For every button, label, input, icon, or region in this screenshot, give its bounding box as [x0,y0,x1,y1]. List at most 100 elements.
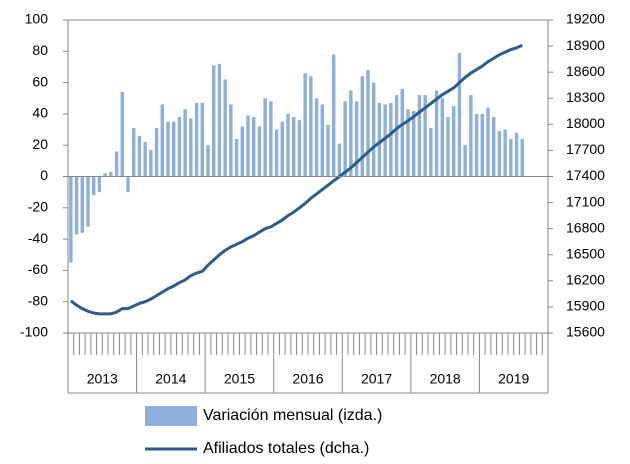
y2-tick-label: 18600 [566,63,605,79]
y-tick-label: -20 [28,199,48,215]
bar [86,176,90,227]
bar [303,73,307,177]
bar [92,176,96,196]
bar [114,151,119,177]
bar [154,127,159,177]
bar [194,102,199,177]
y2-tick-label: 15900 [566,298,605,314]
bar [503,129,507,177]
bar [183,109,187,177]
bar [320,104,324,177]
bar [74,176,79,235]
y2-tick-label: 18300 [566,89,605,105]
bar [286,113,290,177]
bar [406,109,410,177]
bar [332,54,336,177]
bar [263,98,267,177]
bar [126,176,130,193]
bar [343,101,347,177]
bar [514,132,519,177]
bar [366,70,370,177]
y-tick-label: -60 [28,261,48,277]
x-group-label: 2015 [224,371,255,387]
plot-frame [67,19,549,394]
bar [252,117,256,177]
bar [469,95,473,177]
bar [246,115,250,177]
legend-label: Variación mensual (izda.) [203,407,382,424]
bar [417,95,422,177]
bar [326,124,330,177]
legend-label: Afiliados totales (dcha.) [203,440,369,457]
bar [297,120,302,177]
bar [177,117,182,177]
bar [446,117,450,177]
bar [486,107,490,177]
bar [274,129,279,177]
bar [377,102,382,177]
bar [309,76,313,177]
bar [229,104,233,177]
bar [257,126,262,177]
bar [166,121,170,177]
bar [137,135,142,177]
y2-tick-label: 16200 [566,272,605,288]
bar [269,101,273,177]
bar [217,63,222,177]
y2-tick-label: 19200 [566,11,605,27]
y-tick-label: -80 [28,292,48,308]
bar [97,176,102,193]
y-tick-label: 0 [40,167,48,183]
bar [103,173,107,177]
y2-tick-label: 17700 [566,141,605,157]
bar [143,142,147,177]
bar [423,95,427,177]
bar [360,76,364,177]
y2-tick-label: 16800 [566,219,605,235]
bar [474,113,479,177]
y-tick-label: -100 [20,324,48,340]
bar [120,91,124,177]
x-group-label: 2016 [292,371,323,387]
bar [389,102,393,177]
bar [240,126,244,177]
y-tick-label: 20 [32,136,48,152]
bar [372,82,376,177]
bar [354,101,359,177]
bar [160,104,164,177]
bar [212,65,216,177]
bar [292,117,296,177]
bar [429,127,433,177]
bar [314,98,319,177]
bar [480,113,484,177]
legend-swatch [145,406,197,426]
bar [452,106,456,177]
bar [200,102,204,177]
line [69,43,523,316]
bar [80,176,84,233]
bar [520,138,524,177]
bar [172,121,176,177]
bar [206,145,210,177]
bar [109,171,113,177]
bar [457,52,462,177]
bar [149,149,153,177]
bar [412,110,416,177]
y2-tick-label: 16500 [566,245,605,261]
bar [394,95,399,177]
bar [234,138,239,177]
bar [280,121,284,177]
bar [497,131,502,177]
y2-tick-label: 18900 [566,37,605,53]
y2-tick-label: 18000 [566,115,605,131]
y-tick-label: 60 [32,73,48,89]
y-tick-label: 80 [32,42,48,58]
bar [463,145,467,177]
bar [223,79,227,177]
y2-tick-label: 15600 [566,324,605,340]
y-tick-label: 40 [32,105,48,121]
x-group-label: 2014 [155,371,186,387]
bar [337,143,342,177]
x-group-label: 2013 [87,371,118,387]
